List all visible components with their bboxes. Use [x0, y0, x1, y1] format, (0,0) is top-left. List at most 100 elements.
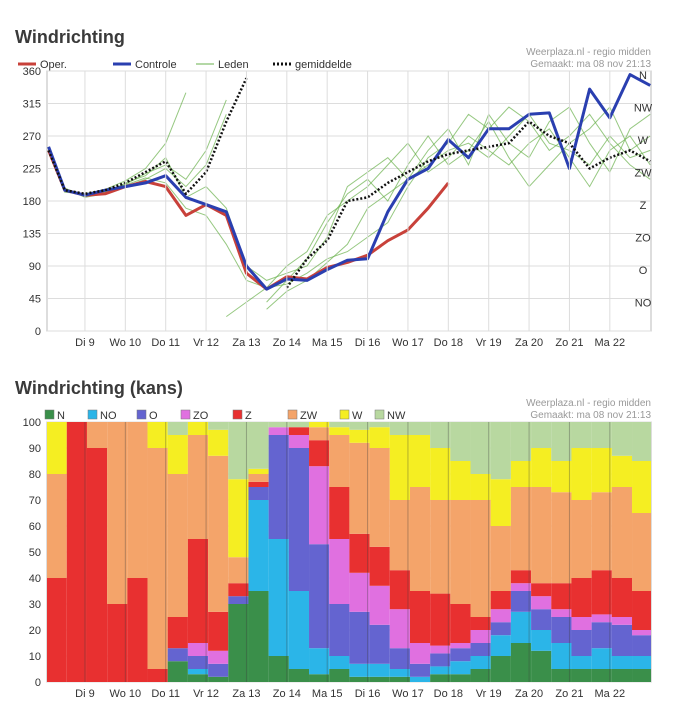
- bar-segment: [107, 604, 128, 682]
- bar-segment: [127, 422, 148, 578]
- y-tick-label: 20: [29, 625, 41, 637]
- bar-segment: [288, 427, 310, 435]
- bar-segment: [470, 422, 491, 474]
- bar-segment: [309, 674, 330, 682]
- created: Gemaakt: ma 08 nov 21:13: [530, 410, 651, 421]
- bar-segment: [349, 442, 370, 534]
- bar-segment: [632, 591, 651, 630]
- bar-segment: [349, 572, 370, 612]
- y-tick-label: 50: [29, 547, 41, 559]
- y-tick-label: 180: [23, 196, 41, 208]
- direction-label: W: [638, 135, 649, 147]
- bar-segment: [329, 422, 350, 428]
- bar-segment: [349, 422, 370, 430]
- bar-segment: [349, 663, 370, 677]
- y-tick-label: 315: [23, 99, 41, 111]
- bar-segment: [430, 448, 451, 500]
- bar-segment: [187, 435, 209, 539]
- bar-segment: [208, 663, 229, 677]
- x-tick-label: Za 20: [515, 688, 543, 700]
- bar-segment: [409, 422, 431, 435]
- mean-line: [47, 77, 651, 289]
- bar-segment: [611, 656, 633, 669]
- legend-label: NW: [387, 410, 406, 422]
- bar-segment: [389, 609, 410, 649]
- bar-segment: [208, 422, 229, 430]
- bar-segment: [47, 474, 67, 578]
- bar-segment: [450, 500, 471, 604]
- x-tick-label: Di 16: [355, 688, 381, 700]
- direction-label: ZW: [634, 168, 652, 180]
- bar-segment: [450, 674, 471, 682]
- bar-segment: [632, 630, 651, 636]
- bar-segment: [389, 570, 410, 610]
- series-line: [47, 73, 651, 291]
- bar-segment: [531, 596, 552, 610]
- bar-segment: [369, 663, 390, 677]
- bar-segment: [450, 604, 471, 643]
- bar-segment: [470, 643, 491, 656]
- bar-segment: [228, 479, 249, 558]
- bar-segment: [329, 656, 350, 669]
- legend-label: Leden: [218, 59, 249, 71]
- y-tick-label: 0: [35, 677, 41, 689]
- bar-segment: [510, 583, 532, 591]
- legend-swatch: [180, 409, 191, 420]
- x-tick-label: Za 13: [232, 688, 260, 700]
- bar-segment: [571, 422, 592, 448]
- bar-segment: [510, 643, 532, 682]
- legend-label: W: [352, 410, 363, 422]
- bar-segment: [409, 643, 431, 664]
- bar-segment: [450, 422, 471, 461]
- x-tick-label: Vr 19: [476, 688, 502, 700]
- bar-segment: [632, 656, 651, 669]
- x-tick-label: Vr 19: [476, 337, 502, 349]
- bar-segment: [531, 630, 552, 651]
- x-tick-label: Wo 17: [392, 337, 424, 349]
- y-tick-label: 45: [29, 294, 41, 306]
- x-tick-label: Ma 15: [312, 337, 343, 349]
- bar-segment: [632, 669, 651, 682]
- bar-segment: [571, 669, 592, 682]
- x-tick-label: Zo 14: [273, 337, 301, 349]
- bar-segment: [248, 422, 269, 469]
- bar-segment: [389, 500, 410, 571]
- bar-segment: [531, 609, 552, 630]
- bar-segment: [531, 448, 552, 487]
- legend-label: Controle: [135, 59, 177, 71]
- x-tick-label: Di 9: [75, 337, 95, 349]
- bar-segment: [490, 479, 511, 526]
- x-tick-label: Zo 14: [273, 688, 301, 700]
- bar-segment: [248, 474, 269, 482]
- bar-segment: [450, 661, 471, 675]
- bar-segment: [228, 596, 249, 604]
- bar-segment: [409, 591, 431, 643]
- x-tick-label: Do 18: [434, 337, 463, 349]
- bar-segment: [369, 585, 390, 625]
- bar-segment: [329, 539, 350, 604]
- member-line: [48, 106, 651, 289]
- bar-segment: [571, 630, 592, 656]
- y-tick-label: 30: [29, 599, 41, 611]
- bar-segment: [228, 604, 249, 682]
- bar-segment: [208, 455, 229, 612]
- bar-segment: [450, 461, 471, 500]
- legend-label: NO: [100, 410, 117, 422]
- bar-segment: [208, 676, 229, 682]
- created: Gemaakt: ma 08 nov 21:13: [530, 59, 651, 70]
- y-tick-label: 90: [29, 443, 41, 455]
- y-tick-label: 70: [29, 495, 41, 507]
- bar-segment: [450, 648, 471, 662]
- bar-segment: [430, 653, 451, 667]
- bar-segment: [248, 481, 269, 487]
- bar-segment: [167, 422, 188, 435]
- bar-segment: [187, 669, 209, 675]
- bar-segment: [531, 650, 552, 682]
- x-tick-label: Wo 17: [392, 688, 424, 700]
- bar-segment: [309, 422, 330, 428]
- legend-swatch: [287, 409, 298, 420]
- bar-segment: [470, 474, 491, 500]
- legend-swatch: [44, 409, 55, 420]
- direction-label: ZO: [635, 233, 651, 245]
- x-tick-label: Ma 22: [595, 688, 626, 700]
